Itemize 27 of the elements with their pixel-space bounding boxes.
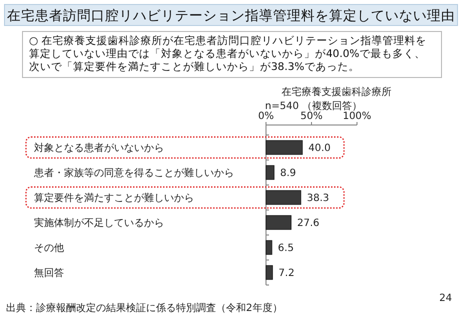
bar <box>266 215 292 230</box>
bar <box>266 140 303 155</box>
bar <box>266 190 302 205</box>
text: 24 <box>439 293 452 304</box>
data-label: 27.6 <box>297 218 320 229</box>
y-tick-label: 患者・家族等の同意を得ることが難しいから <box>33 167 234 179</box>
x-tick-label: 50% <box>300 111 323 122</box>
source-note: 出典：診療報酬改定の結果検証に係る特別調査（令和2年度） <box>6 302 282 314</box>
text: ○ 在宅療養支援歯科診療所が在宅患者訪問口腔リハビリテーション指導管理料を算定していない理由では「対象となる患者がいないから」が40.0%で最も多く、次いで「算定要件を満たすことが難しいから」が38.3%であった。 <box>22 31 442 78</box>
data-label: 6.5 <box>278 243 294 254</box>
bar <box>266 265 273 280</box>
y-tick-label: その他 <box>34 242 64 254</box>
bar <box>266 165 274 180</box>
x-tick-label: 100% <box>342 111 372 122</box>
chart-subtitle: 在宅療養支援歯科診療所 <box>282 86 392 98</box>
data-label: 7.2 <box>278 268 294 279</box>
chart-title: 在宅患者訪問口腔リハビリテーション指導管理料を算定していない理由 <box>4 4 458 26</box>
data-label: 8.9 <box>280 168 296 179</box>
x-tick-label: 0% <box>258 111 274 122</box>
y-tick-label: 無回答 <box>34 267 64 279</box>
data-label: 40.0 <box>308 143 331 154</box>
text: n=540 （複数回答） <box>265 100 362 112</box>
y-tick-label: 実施体制が不足しているから <box>34 217 164 229</box>
y-tick-label: 算定要件を満たすことが難しいから <box>34 192 194 204</box>
data-label: 38.3 <box>306 193 330 204</box>
bar <box>266 240 272 255</box>
y-tick-label: 対象となる患者がいないから <box>34 142 164 154</box>
